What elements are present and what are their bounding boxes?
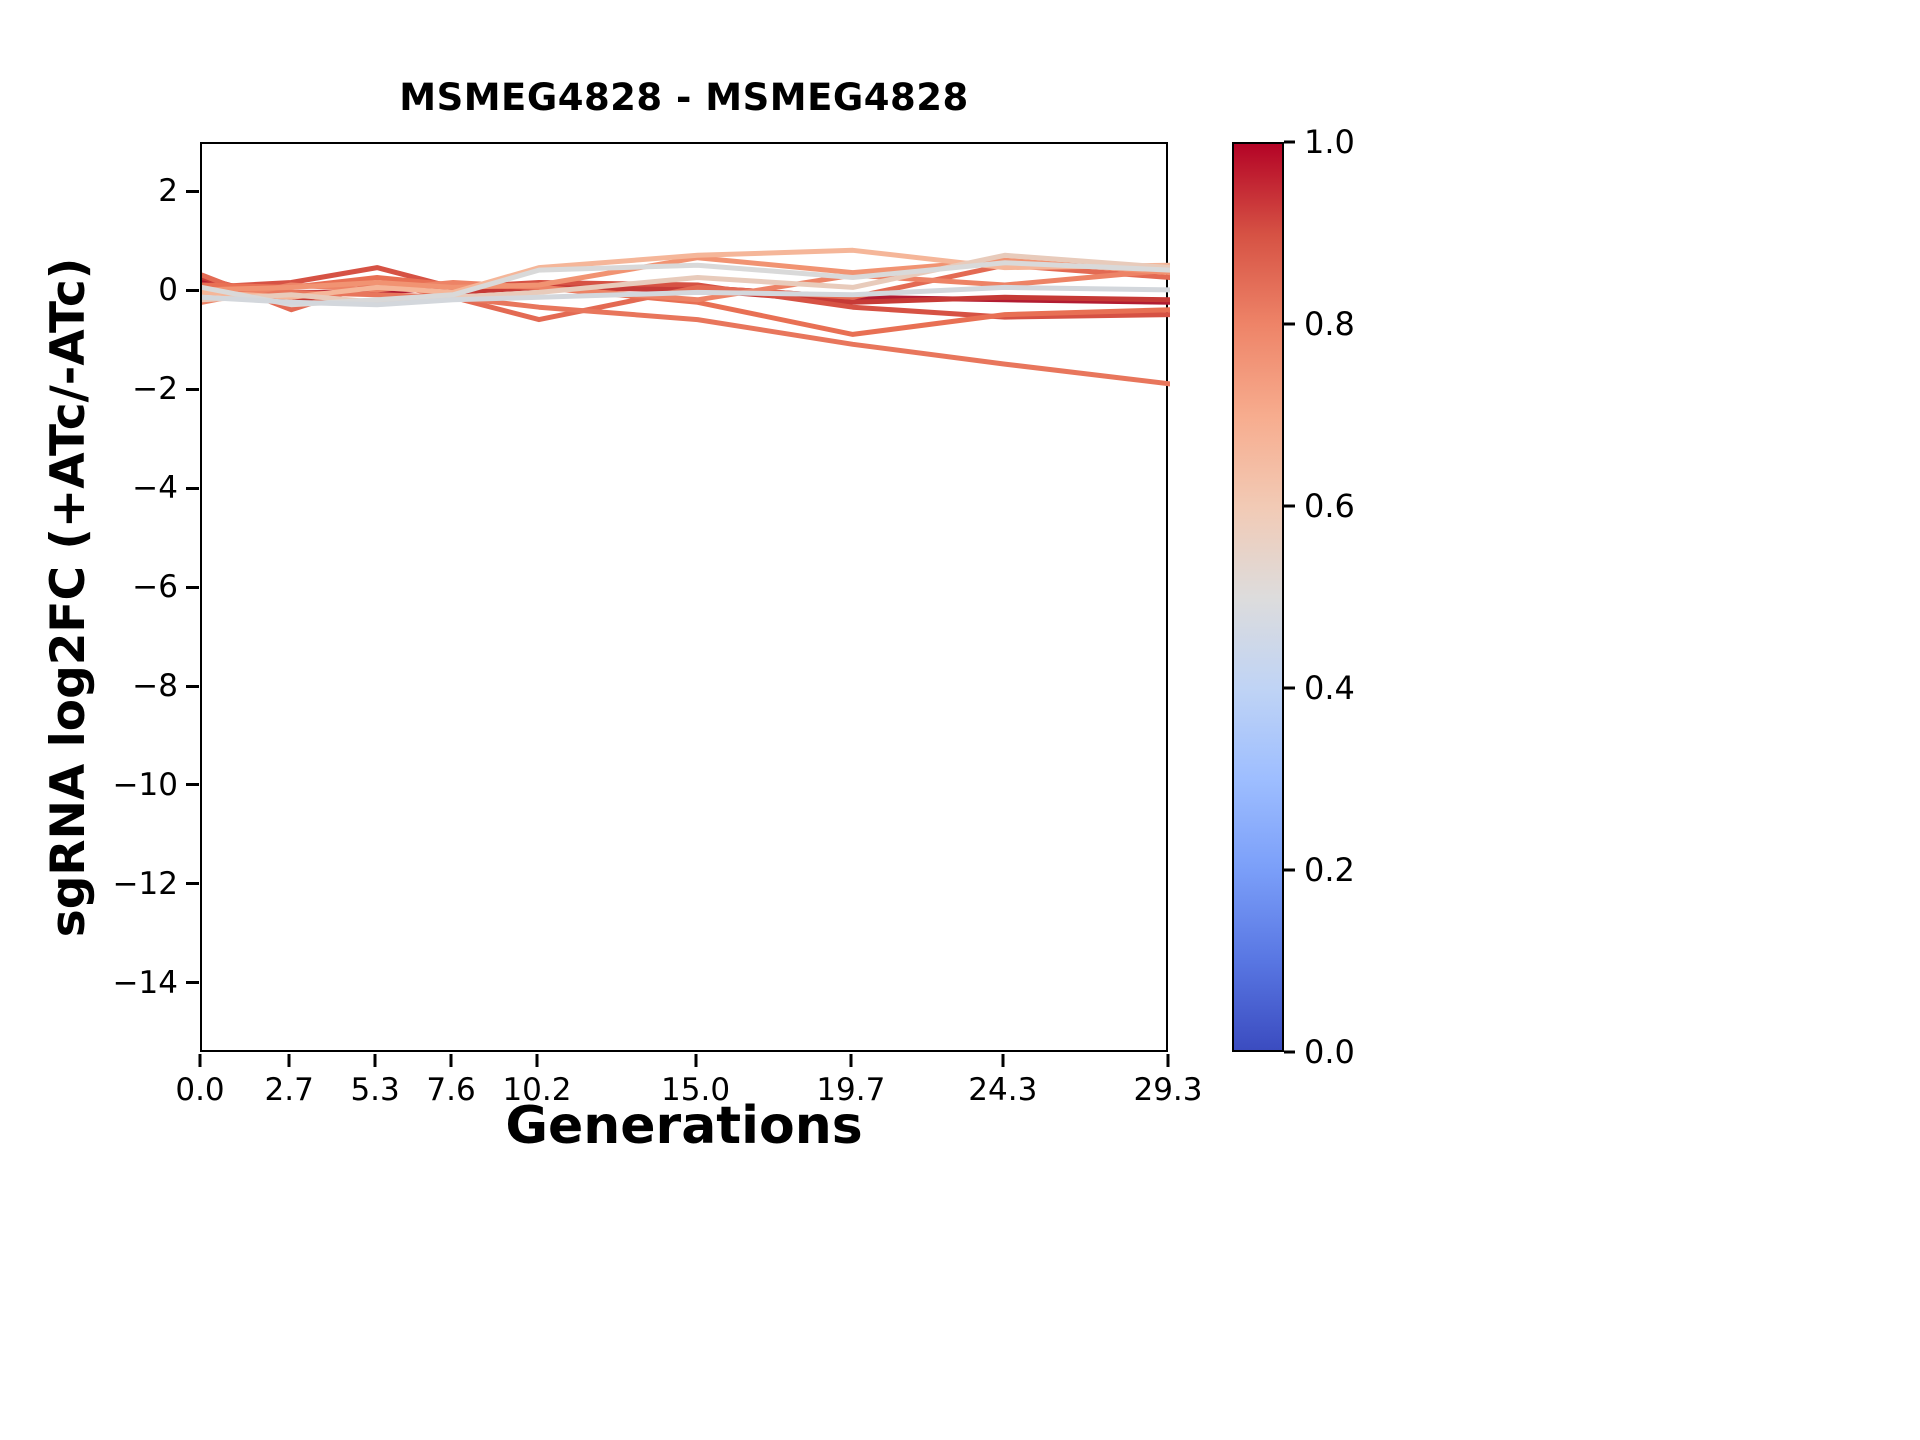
y-tick-mark <box>186 981 199 985</box>
y-tick-label: −14 <box>112 964 178 1001</box>
colorbar-tick-mark <box>1284 322 1295 326</box>
colorbar-tick-label: 0.6 <box>1304 487 1355 525</box>
y-tick-label: 0 <box>158 272 178 309</box>
x-tick-label: 19.7 <box>816 1072 886 1108</box>
x-axis-label: Generations <box>505 1096 863 1156</box>
x-tick-mark <box>535 1054 539 1067</box>
colorbar-tick-mark <box>1284 686 1295 690</box>
x-tick-label: 5.3 <box>350 1072 400 1108</box>
x-tick-label: 0.0 <box>175 1072 225 1108</box>
chart-title: MSMEG4828 - MSMEG4828 <box>399 76 969 119</box>
y-tick-label: −12 <box>112 865 178 902</box>
y-tick-mark <box>186 387 199 391</box>
colorbar-tick-label: 0.8 <box>1304 305 1355 343</box>
colorbar-tick-mark <box>1284 868 1295 872</box>
x-tick-label: 15.0 <box>661 1072 731 1108</box>
plot-lines-canvas <box>202 247 1170 387</box>
y-tick-mark <box>186 684 199 688</box>
colorbar-tick-mark <box>1284 504 1295 508</box>
x-tick-label: 29.3 <box>1133 1072 1203 1108</box>
x-tick-mark <box>198 1054 202 1067</box>
y-tick-label: 2 <box>158 173 178 210</box>
x-tick-mark <box>694 1054 698 1067</box>
colorbar <box>1232 142 1284 1052</box>
x-tick-mark <box>1001 1054 1005 1067</box>
y-tick-mark <box>186 783 199 787</box>
x-tick-mark <box>1166 1054 1170 1067</box>
y-tick-mark <box>186 288 199 292</box>
colorbar-tick-mark <box>1284 140 1295 144</box>
x-tick-mark <box>373 1054 377 1067</box>
y-tick-mark <box>186 486 199 490</box>
y-tick-label: −8 <box>132 668 178 705</box>
colorbar-tick-label: 0.2 <box>1304 851 1355 889</box>
y-tick-label: −4 <box>132 470 178 507</box>
x-tick-mark <box>287 1054 291 1067</box>
sgrna-line-sgRNA-12 <box>202 284 1170 308</box>
colorbar-tick-label: 0.0 <box>1304 1033 1355 1071</box>
x-tick-mark <box>849 1054 853 1067</box>
x-tick-label: 7.6 <box>426 1072 476 1108</box>
y-tick-mark <box>186 882 199 886</box>
y-tick-label: −6 <box>132 569 178 606</box>
x-tick-label: 2.7 <box>264 1072 314 1108</box>
x-tick-mark <box>449 1054 453 1067</box>
x-tick-label: 24.3 <box>968 1072 1038 1108</box>
colorbar-gradient <box>1234 144 1282 1050</box>
y-tick-label: −10 <box>112 766 178 803</box>
y-tick-mark <box>186 585 199 589</box>
colorbar-tick-label: 0.4 <box>1304 669 1355 707</box>
x-tick-label: 10.2 <box>502 1072 572 1108</box>
y-tick-mark <box>186 189 199 193</box>
plot-area <box>200 142 1170 1052</box>
colorbar-tick-mark <box>1284 1050 1295 1054</box>
colorbar-tick-label: 1.0 <box>1304 123 1355 161</box>
y-tick-label: −2 <box>132 371 178 408</box>
